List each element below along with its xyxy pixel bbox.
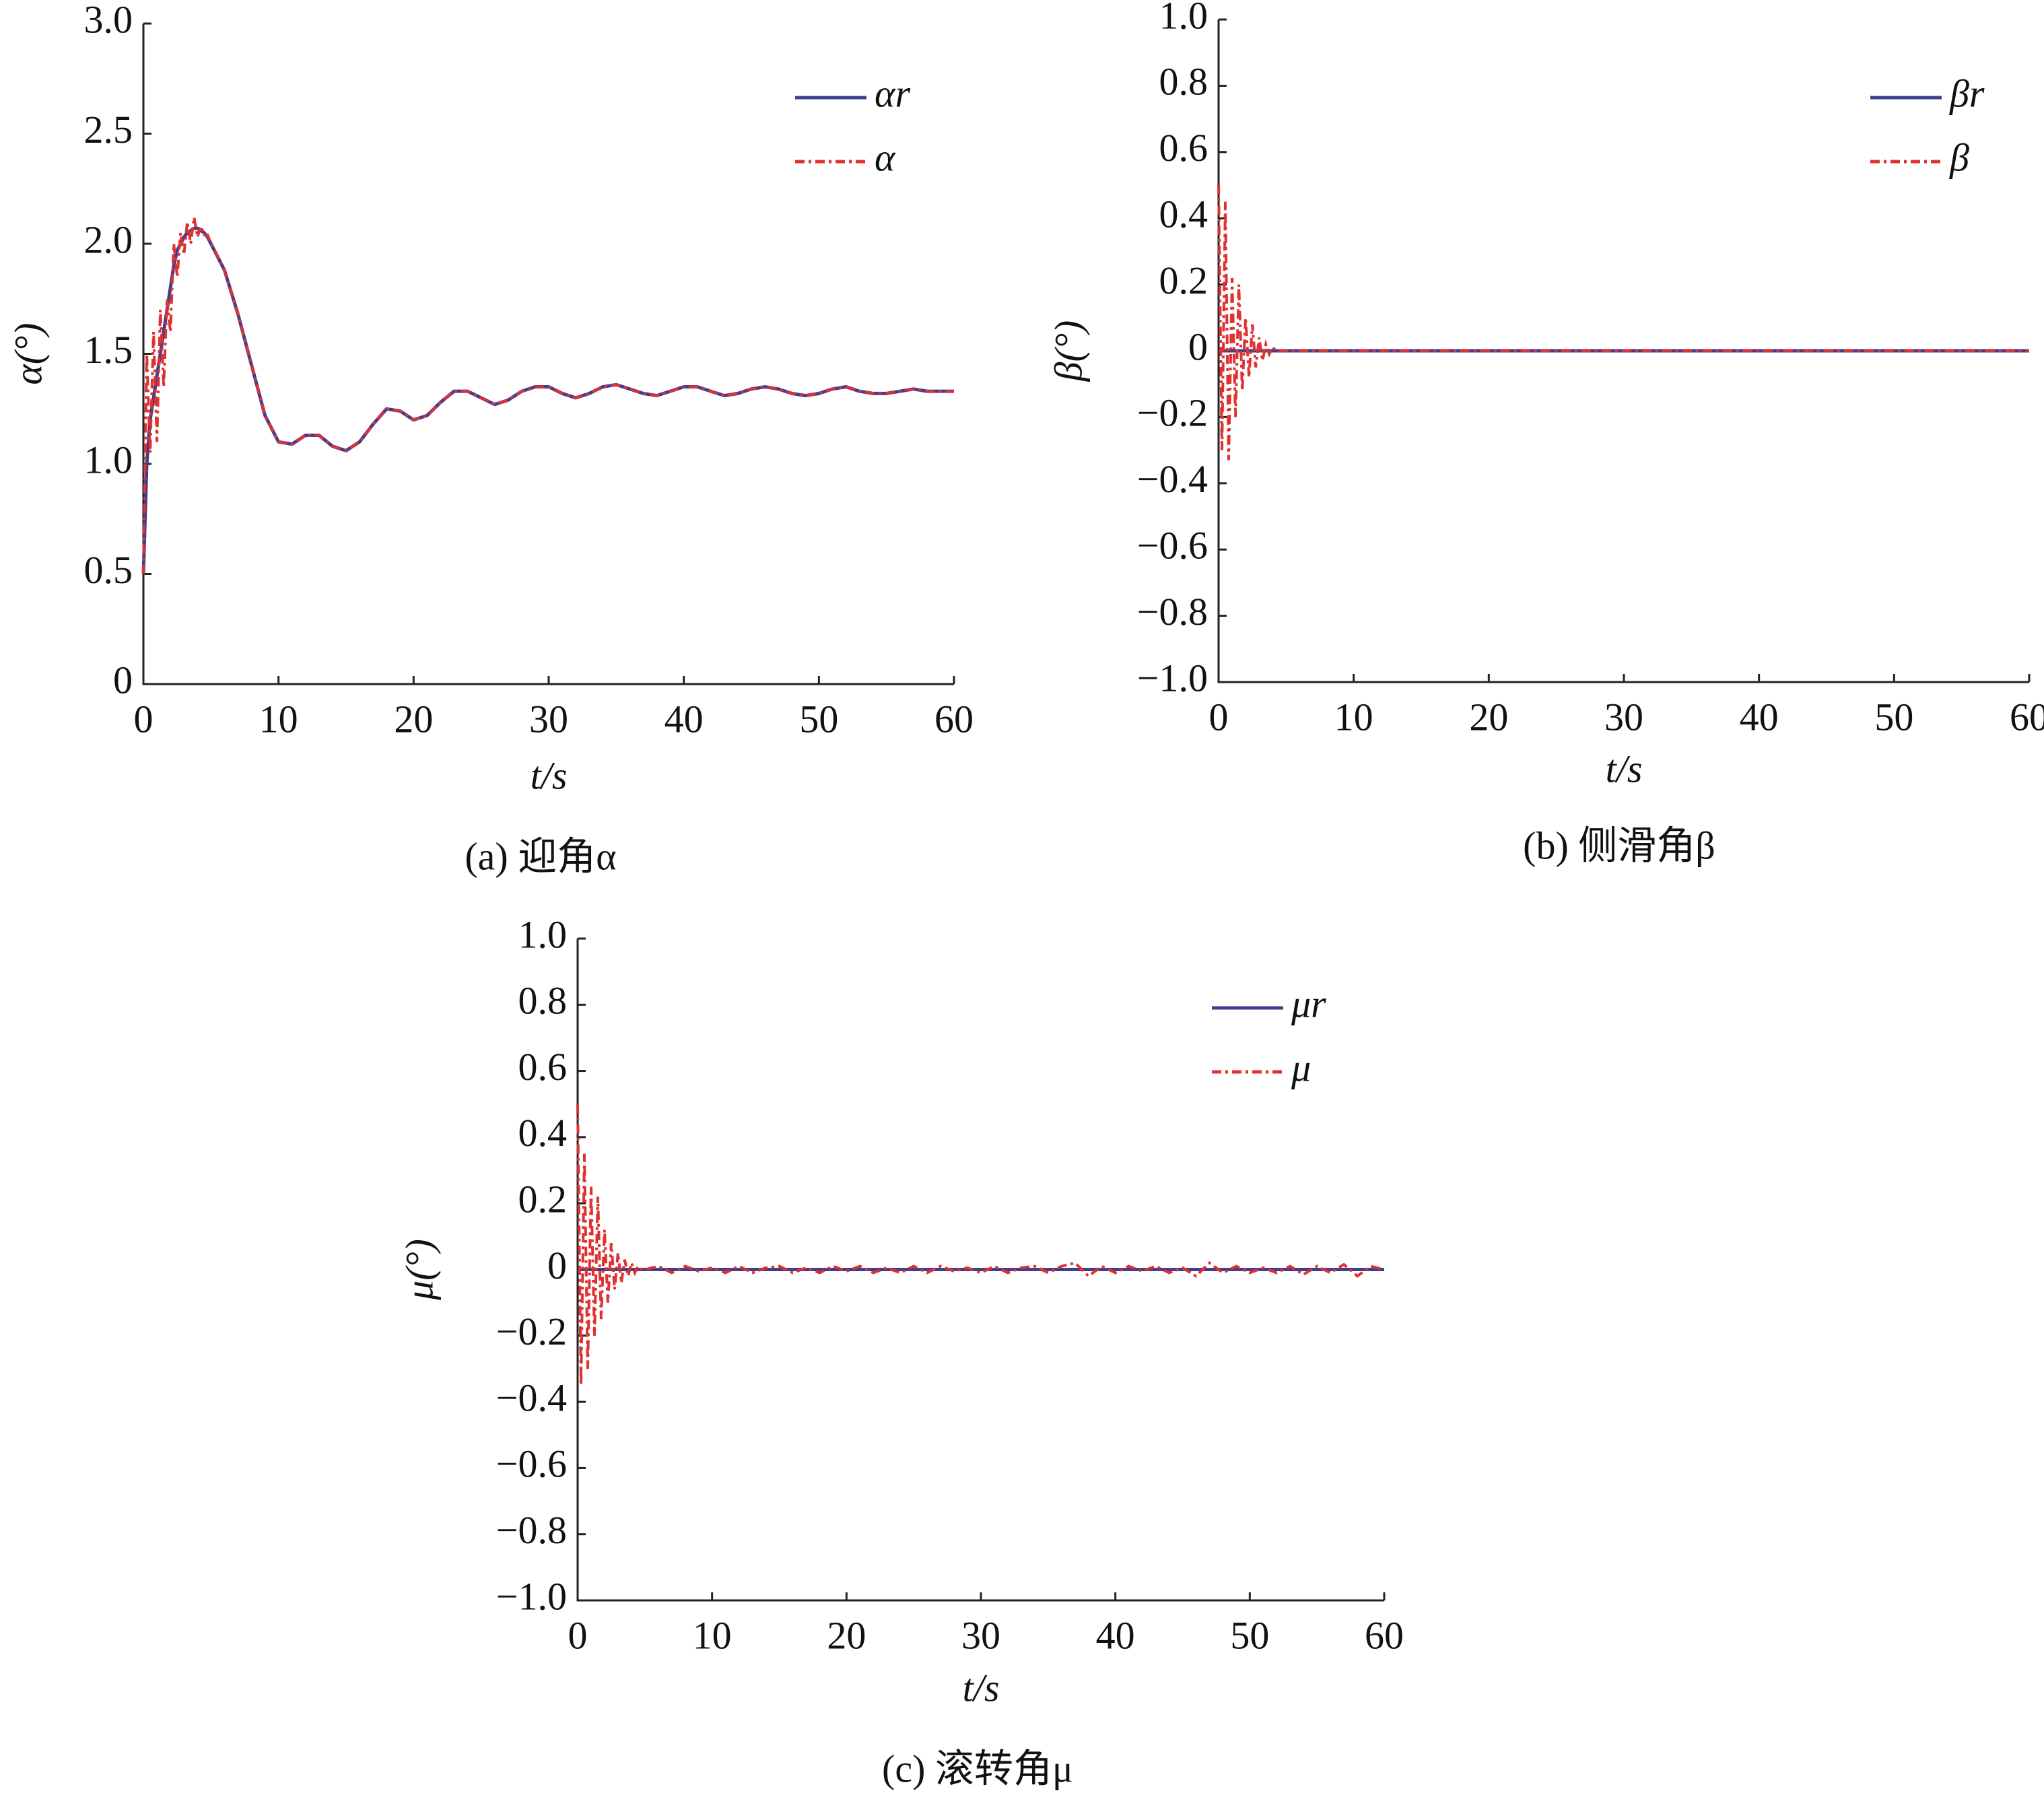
y-tick-label: 1.0 <box>1159 0 1208 37</box>
y-tick-label: 0.6 <box>1159 126 1208 170</box>
y-tick-label: −0.8 <box>1137 590 1208 634</box>
y-tick-label: 0.2 <box>518 1178 568 1221</box>
caption: (b) 侧滑角β <box>1523 823 1715 867</box>
x-axis-label: t/s <box>531 753 568 797</box>
y-tick-label: −0.6 <box>496 1442 567 1486</box>
x-tick-label: 30 <box>529 697 568 741</box>
y-tick-label: −1.0 <box>1137 656 1208 700</box>
subplot: 0 0.5 1.0 1.5 2.0 2.5 3.0 0 10 20 30 40 50 60 t/s α(°) (… <box>6 0 974 878</box>
y-tick-label: −0.4 <box>1137 457 1208 501</box>
y-tick-label: −0.6 <box>1137 524 1208 568</box>
y-axis-label: α(°) <box>6 323 50 384</box>
y-tick-label: 0 <box>1188 325 1208 368</box>
y-tick-label: 0.6 <box>518 1045 568 1089</box>
x-axis-label: t/s <box>1606 747 1643 790</box>
x-tick-label: 30 <box>961 1613 1000 1657</box>
y-tick-label: 3.0 <box>84 0 133 41</box>
x-tick-label: 50 <box>1874 695 1913 739</box>
x-tick-label: 60 <box>1365 1613 1404 1657</box>
x-tick-label: 0 <box>134 697 154 741</box>
y-tick-label: −0.2 <box>1137 391 1208 435</box>
caption: (a) 迎角α <box>465 834 616 878</box>
y-tick-label: 2.5 <box>84 108 133 151</box>
series-line <box>142 217 954 574</box>
x-tick-label: 0 <box>1209 695 1229 739</box>
y-axis-label: β(°) <box>1046 320 1090 382</box>
y-tick-label: 0 <box>547 1244 567 1287</box>
x-tick-label: 20 <box>394 697 433 741</box>
x-tick-label: 10 <box>259 697 298 741</box>
legend-label: αr <box>875 71 910 115</box>
y-axis-label: μ(°) <box>397 1239 441 1301</box>
x-tick-label: 0 <box>568 1613 588 1657</box>
y-tick-label: 0.5 <box>84 548 133 592</box>
x-tick-label: 30 <box>1604 695 1643 739</box>
y-tick-label: 1.0 <box>84 438 133 481</box>
x-tick-label: 20 <box>1469 695 1508 739</box>
legend-label: β <box>1949 135 1969 179</box>
y-tick-label: 0 <box>113 658 133 702</box>
x-tick-label: 40 <box>1096 1613 1135 1657</box>
series-line <box>141 226 954 574</box>
y-tick-label: −0.2 <box>496 1310 567 1353</box>
y-tick-label: 0.2 <box>1159 259 1208 302</box>
x-tick-label: 40 <box>1740 695 1779 739</box>
x-tick-label: 10 <box>1334 695 1373 739</box>
subplot: −1.0 −0.8 −0.6 −0.4 −0.2 0 0.2 0.4 0.6 0.8 1.0 0 10 2… <box>397 912 1404 1790</box>
y-tick-label: 1.5 <box>84 328 133 372</box>
caption: (c) 滚转角μ <box>882 1747 1073 1790</box>
y-tick-label: 0.8 <box>518 979 568 1023</box>
legend-label: μ <box>1291 1046 1311 1089</box>
series-line <box>1217 184 2029 461</box>
x-tick-label: 50 <box>1230 1613 1269 1657</box>
legend-label: μr <box>1291 982 1326 1025</box>
series-line <box>576 1104 1385 1386</box>
y-tick-label: −0.8 <box>496 1508 567 1552</box>
legend-label: α <box>875 135 896 179</box>
y-tick-label: 0.4 <box>1159 193 1208 236</box>
x-tick-label: 60 <box>2010 695 2044 739</box>
x-tick-label: 10 <box>693 1613 732 1657</box>
x-tick-label: 50 <box>799 697 838 741</box>
y-tick-label: 1.0 <box>518 912 568 956</box>
y-tick-label: −1.0 <box>496 1574 567 1618</box>
y-tick-label: 2.0 <box>84 217 133 261</box>
y-tick-label: 0.8 <box>1159 60 1208 104</box>
legend-label: βr <box>1949 71 1985 115</box>
x-tick-label: 60 <box>934 697 974 741</box>
x-tick-label: 40 <box>665 697 704 741</box>
y-tick-label: −0.4 <box>496 1376 567 1419</box>
subplot: −1.0 −0.8 −0.6 −0.4 −0.2 0 0.2 0.4 0.6 0.8 1.0 0 10 2… <box>1046 0 2044 867</box>
x-axis-label: t/s <box>963 1666 1000 1709</box>
axes <box>142 24 954 685</box>
y-tick-label: 0.4 <box>518 1111 568 1155</box>
x-tick-label: 20 <box>827 1613 866 1657</box>
